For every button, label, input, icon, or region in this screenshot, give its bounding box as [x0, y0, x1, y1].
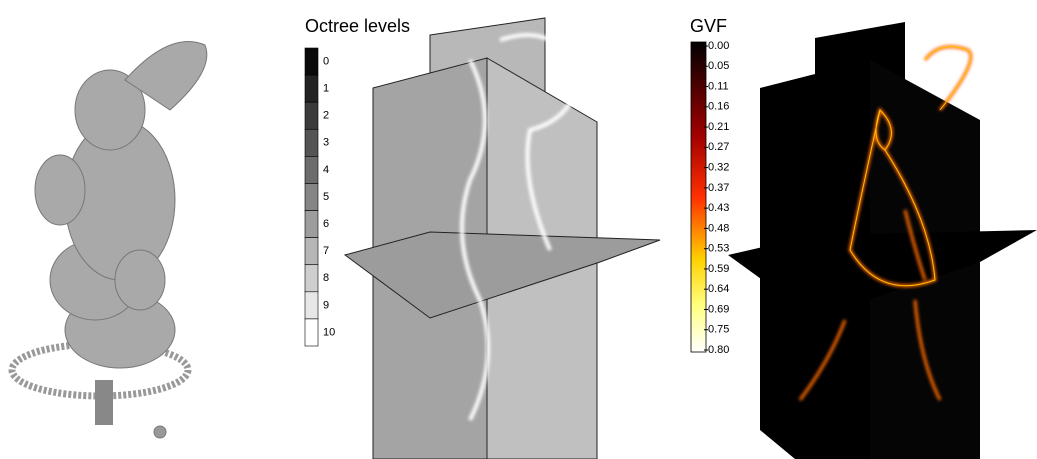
gvf-tick-label: 0.16 [708, 101, 729, 113]
gvf-tick-label: 0.37 [708, 182, 729, 194]
gvf-slices [728, 22, 1037, 459]
octree-tick-label: 4 [323, 164, 329, 176]
gvf-ticks: 0.00 0.05 0.11 0.16 0.21 0.27 0.32 0.37 0.43 0.48… [704, 40, 729, 356]
octree-level-swatch [304, 264, 319, 293]
gvf-tick-label: 0.32 [708, 162, 729, 174]
octree-tick-label: 7 [323, 245, 329, 257]
gvf-tick-label: 0.00 [708, 40, 729, 52]
octree-tick-label: 10 [323, 326, 335, 338]
gvf-tick-label: 0.80 [708, 344, 729, 356]
octree-tick-label: 2 [323, 110, 329, 122]
octree-tick-label: 5 [323, 191, 329, 203]
gvf-tick-label: 0.11 [708, 80, 729, 92]
octree-level-swatch [304, 210, 319, 238]
gvf-tick-label: 0.27 [708, 141, 729, 153]
octree-slices [343, 17, 661, 459]
octree-tick-label: 3 [323, 137, 329, 149]
gvf-colorbar [690, 41, 707, 353]
octree-title: Octree levels [305, 16, 410, 36]
gvf-tick-label: 0.53 [708, 243, 729, 255]
gvf-tick-label: 0.21 [708, 121, 729, 133]
gvf-tick-label: 0.75 [708, 324, 729, 336]
octree-level-swatch [304, 128, 319, 157]
octree-tick-label: 1 [323, 83, 329, 95]
octree-level-swatch [304, 291, 319, 320]
octree-level-swatch [304, 156, 319, 184]
octree-level-swatch [304, 318, 319, 347]
octree-level-swatch [304, 47, 319, 76]
gvf-title: GVF [690, 16, 727, 36]
gvf-tick-label: 0.43 [708, 202, 729, 214]
octree-level-swatch [304, 74, 319, 103]
gvf-tick-label: 0.59 [708, 263, 729, 275]
gvf-tick-label: 0.48 [708, 222, 729, 234]
octree-tick-label: 6 [323, 218, 329, 230]
octree-level-swatch [304, 183, 319, 211]
octree-level-swatch [304, 101, 319, 130]
octree-colorbar: 0 1 2 3 4 5 6 7 8 9 10 [304, 47, 335, 347]
statue-render [8, 41, 208, 439]
gvf-tick-label: 0.64 [708, 283, 729, 295]
gvf-tick-label: 0.05 [708, 60, 729, 72]
gvf-tick-label: 0.69 [708, 303, 729, 315]
octree-tick-label: 8 [323, 272, 329, 284]
octree-tick-label: 0 [323, 55, 329, 67]
octree-tick-label: 9 [323, 299, 329, 311]
octree-level-swatch [304, 237, 319, 266]
